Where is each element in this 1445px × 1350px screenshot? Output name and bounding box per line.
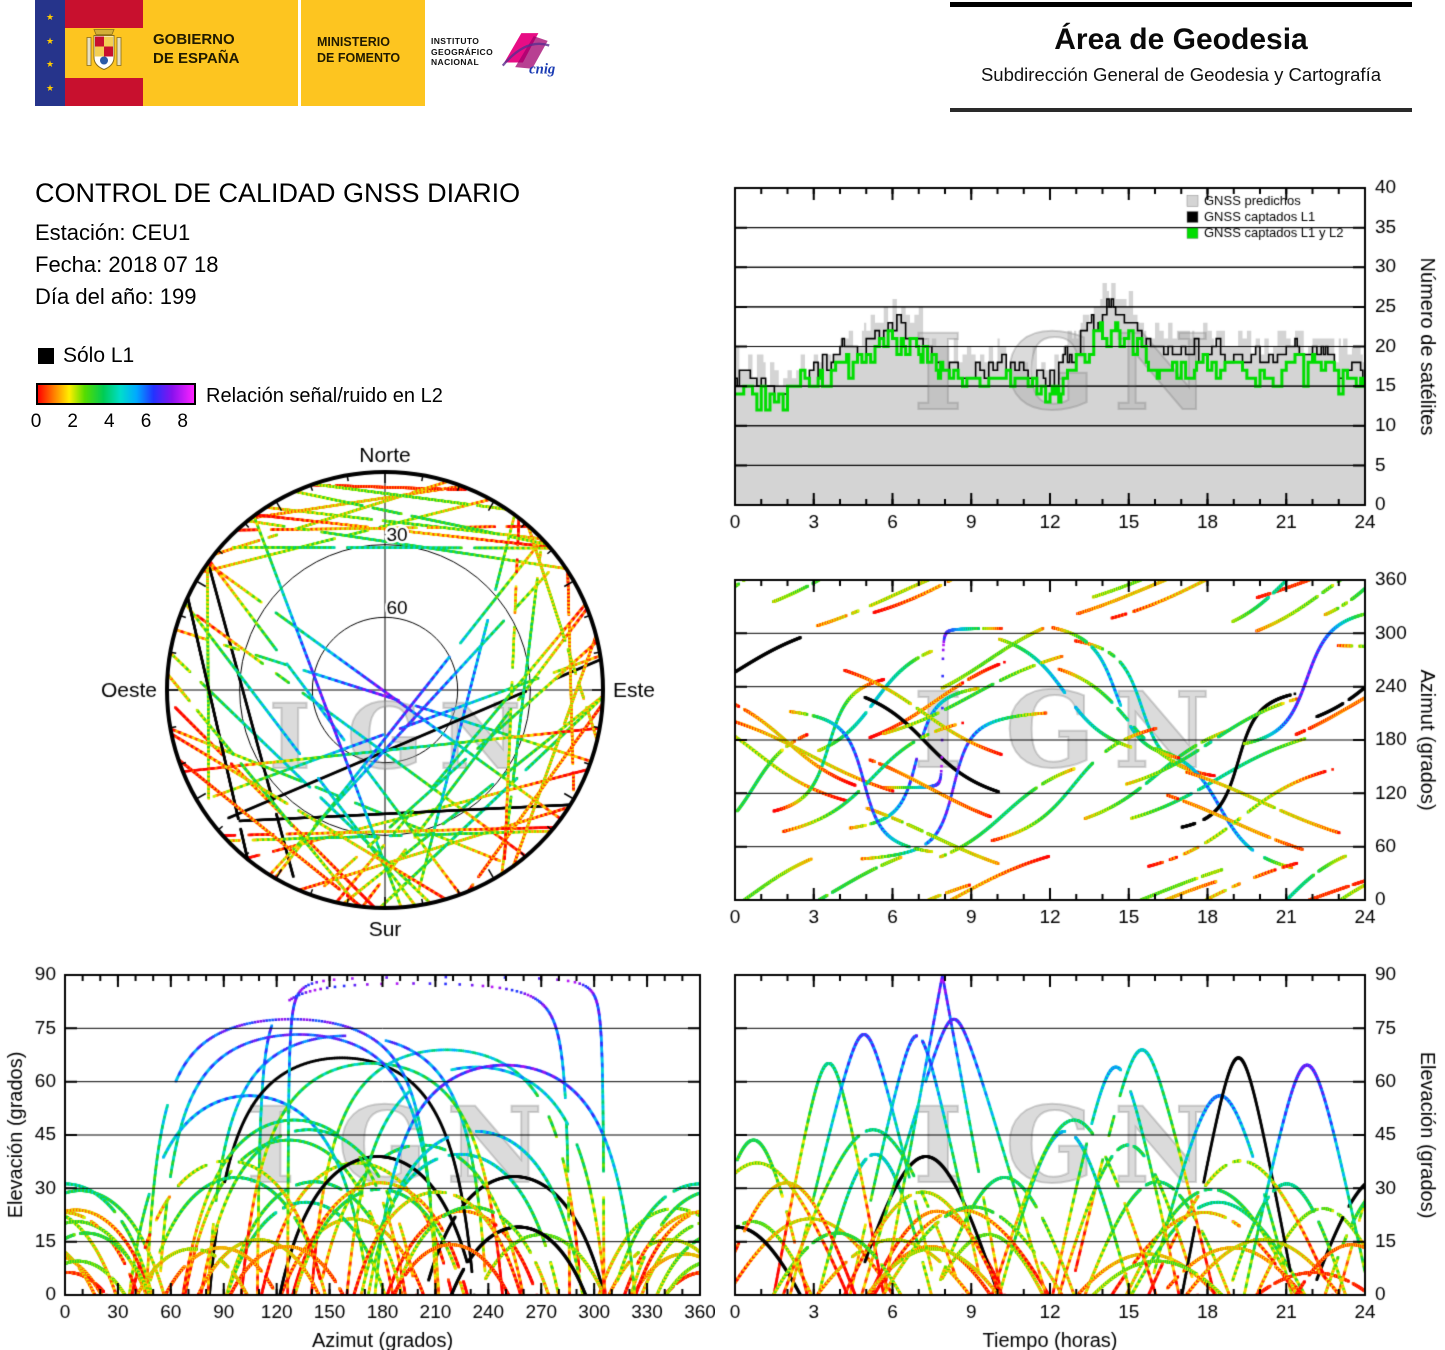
instituto-line-3: NACIONAL [431,57,480,67]
snr-colorbar-ticks: 0 2 4 6 8 [31,411,201,433]
flag-red-band [65,78,143,106]
banner-divider [298,0,301,106]
skyplot-chart [80,435,690,945]
cnig-logo: cnig [495,24,557,89]
geodesia-subtitle: Subdirección General de Geodesia y Carto… [980,64,1382,85]
ministerio-line-2: DE FOMENTO [317,51,401,65]
snr-label: Relación señal/ruido en L2 [206,385,443,407]
elevation-azimuth-chart [0,945,715,1350]
coat-of-arms-icon [86,28,122,79]
banner-yellow-field: GOBIERNO DE ESPAÑA MINISTERIO DE FOMENTO [65,0,425,106]
black-square-icon [38,348,54,364]
eu-star-icon: ★ [45,59,55,70]
geodesia-header-box: Área de Geodesia Subdirección General de… [950,2,1412,112]
spain-flag [65,0,143,106]
gobierno-line-2: DE ESPAÑA [153,50,240,67]
snr-tick: 2 [67,411,78,432]
ign-section: INSTITUTO GEOGRÁFICO NACIONAL cnig [425,0,562,106]
gobierno-banner: ★ ★ ★ ★ [35,0,562,106]
snr-tick: 4 [103,411,115,432]
ministerio-line-1: MINISTERIO [317,35,390,49]
solo-l1-label: Sólo L1 [63,344,135,367]
eu-star-icon: ★ [45,12,55,23]
snr-tick: 0 [30,411,42,432]
eu-flag-strip: ★ ★ ★ ★ [35,0,65,106]
eu-star-icon: ★ [45,82,55,93]
eu-star-icon: ★ [45,35,55,46]
ministerio-label: MINISTERIO DE FOMENTO [317,34,427,66]
cnig-label: cnig [529,61,555,77]
geodesia-title: Área de Geodesia [1054,23,1308,56]
instituto-line-2: GEOGRÁFICO [431,46,494,57]
gobierno-line-1: GOBIERNO [153,31,235,48]
flag-red-band [65,0,143,28]
station-label: Estación: CEU1 [35,220,191,245]
elevation-time-chart [725,945,1445,1350]
flag-yellow-band [65,28,143,78]
satellite-count-chart [700,160,1445,545]
snr-tick: 8 [177,411,188,432]
gobierno-label: GOBIERNO DE ESPAÑA [153,30,303,68]
date-label: Fecha: 2018 07 18 [35,252,219,277]
instituto-line-1: INSTITUTO [431,36,480,46]
instituto-label: INSTITUTO GEOGRÁFICO NACIONAL [431,36,501,68]
solo-l1-legend: Sólo L1 [38,344,134,368]
report-title: CONTROL DE CALIDAD GNSS DIARIO [35,178,521,208]
doy-label: Día del año: 199 [35,284,197,309]
snr-colorbar [36,383,196,405]
azimuth-time-chart [700,555,1445,940]
snr-tick: 6 [140,411,152,432]
